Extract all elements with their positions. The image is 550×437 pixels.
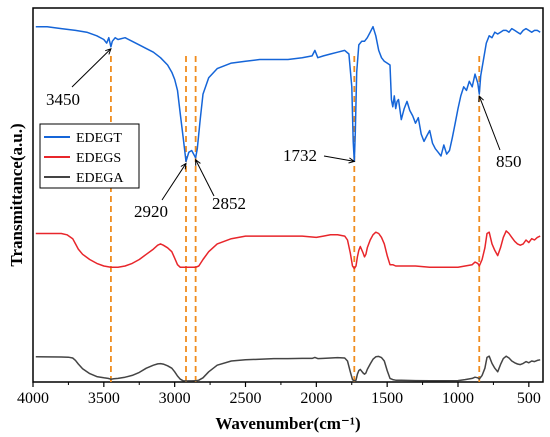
x-tick-label-2000: 2000 (300, 390, 332, 407)
x-axis-ticks: 4000 3500 3000 2500 2000 1500 1000 500 (17, 382, 541, 407)
x-tick-label-500: 500 (517, 390, 541, 407)
arrow-head-850 (478, 95, 484, 103)
x-axis-title: Wavenumber(cm⁻¹) (215, 414, 360, 433)
series-line-edega (35, 355, 541, 382)
legend-label-edegt: EDEGT (76, 131, 122, 146)
plot-frame (32, 7, 544, 383)
arrow-head-2852 (195, 158, 201, 166)
x-tick-label-3000: 3000 (159, 390, 191, 407)
annotation-850: 850 (496, 152, 522, 171)
annotation-2920: 2920 (134, 202, 168, 221)
annotation-labels: 3450 2920 2852 1732 850 (46, 90, 522, 221)
x-tick-label-1500: 1500 (371, 390, 403, 407)
annotation-arrows (71, 47, 501, 201)
legend-label-edegs: EDEGS (76, 151, 121, 166)
x-tick-label-1000: 1000 (442, 390, 474, 407)
arrow-line-2852 (195, 159, 215, 197)
y-axis-title: Transmittance(a.u.) (7, 123, 26, 266)
arrow-line-3450 (71, 48, 112, 88)
annotation-2852: 2852 (212, 194, 246, 213)
x-tick-label-3500: 3500 (88, 390, 120, 407)
reference-lines (110, 56, 481, 382)
x-tick-label-2500: 2500 (230, 390, 262, 407)
legend: EDEGT EDEGS EDEGA (39, 123, 140, 189)
arrow-head-2920 (180, 162, 187, 170)
arrow-line-2920 (161, 163, 187, 201)
arrow-head-3450 (105, 47, 112, 55)
arrow-line-850 (478, 95, 501, 151)
annotation-3450: 3450 (46, 90, 80, 109)
legend-label-edega: EDEGA (76, 171, 124, 186)
series-line-edegs (35, 230, 541, 270)
series-line-edegt (35, 25, 541, 163)
x-tick-label-4000: 4000 (17, 390, 49, 407)
series-lines (35, 25, 541, 382)
annotation-1732: 1732 (283, 146, 317, 165)
arrow-head-1732 (348, 157, 356, 164)
arrow-line-1732 (323, 155, 355, 162)
